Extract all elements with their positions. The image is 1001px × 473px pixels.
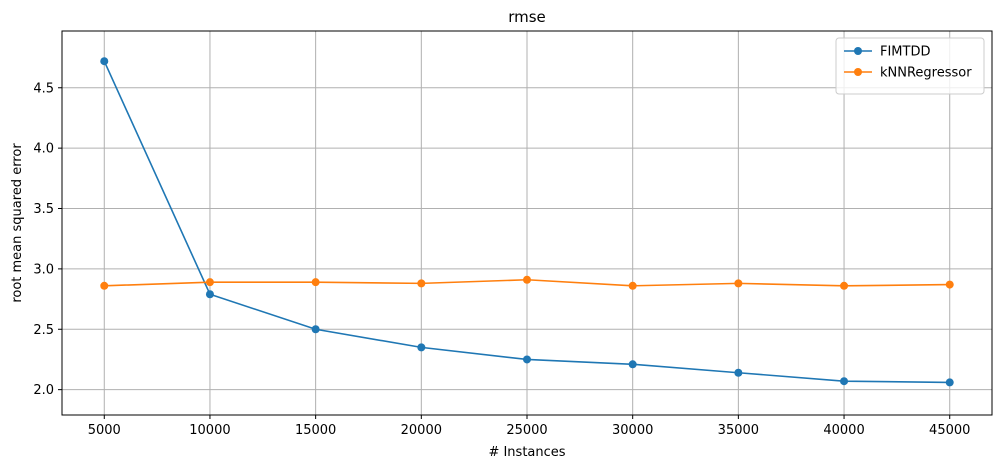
x-tick-label: 5000 — [88, 423, 121, 438]
x-tick-label: 35000 — [718, 423, 759, 438]
y-axis-label: root mean squared error — [10, 143, 25, 303]
x-tick-label: 20000 — [401, 423, 442, 438]
y-tick-label: 2.5 — [33, 323, 54, 338]
legend-entry: FIMTDD — [844, 45, 931, 60]
data-point — [205, 290, 214, 299]
data-point — [100, 57, 109, 66]
legend-box — [835, 37, 985, 95]
data-point — [945, 280, 954, 289]
data-point — [840, 281, 849, 290]
data-point — [417, 343, 426, 352]
y-tick-label: 4.5 — [33, 81, 54, 96]
ticks: 5000 10000 15000 20000 25000 30000 35000 40000 4… — [33, 81, 970, 438]
chart-title: rmse — [508, 8, 546, 26]
data-point — [734, 368, 743, 377]
data-point — [523, 355, 531, 364]
data-point — [628, 360, 637, 369]
x-tick-label: 30000 — [612, 423, 653, 438]
data-point — [628, 281, 637, 290]
data-point — [945, 378, 954, 387]
data-point — [734, 279, 743, 288]
data-point — [205, 278, 214, 287]
x-tick-label: 25000 — [506, 423, 547, 438]
y-tick-label: 4.0 — [33, 142, 54, 157]
x-tick-label: 45000 — [929, 423, 970, 438]
y-tick-label: 3.5 — [33, 202, 54, 217]
legend-swatch-marker — [854, 68, 862, 76]
y-tick-label: 3.0 — [33, 262, 54, 277]
legend-swatch-marker — [854, 47, 862, 55]
legend: FIMTDD kNNRegressor — [835, 37, 985, 95]
data-point — [100, 281, 109, 290]
x-tick-label: 40000 — [823, 423, 864, 438]
x-tick-label: 10000 — [189, 423, 230, 438]
legend-entry: kNNRegressor — [844, 66, 972, 81]
data-point — [523, 275, 531, 284]
y-tick-label: 2.0 — [33, 383, 54, 398]
legend-label: kNNRegressor — [880, 66, 972, 81]
data-point — [311, 325, 320, 334]
series-fimtdd — [100, 57, 954, 387]
series-knnregressor — [100, 275, 954, 290]
series-layer — [100, 57, 954, 387]
legend-label: FIMTDD — [880, 45, 931, 60]
data-point — [417, 279, 426, 288]
x-axis-label: # Instances — [488, 445, 565, 460]
data-point — [840, 377, 849, 386]
legend-items: FIMTDD kNNRegressor — [844, 45, 972, 81]
grid — [62, 31, 992, 415]
x-tick-label: 15000 — [295, 423, 336, 438]
data-point — [311, 278, 320, 287]
